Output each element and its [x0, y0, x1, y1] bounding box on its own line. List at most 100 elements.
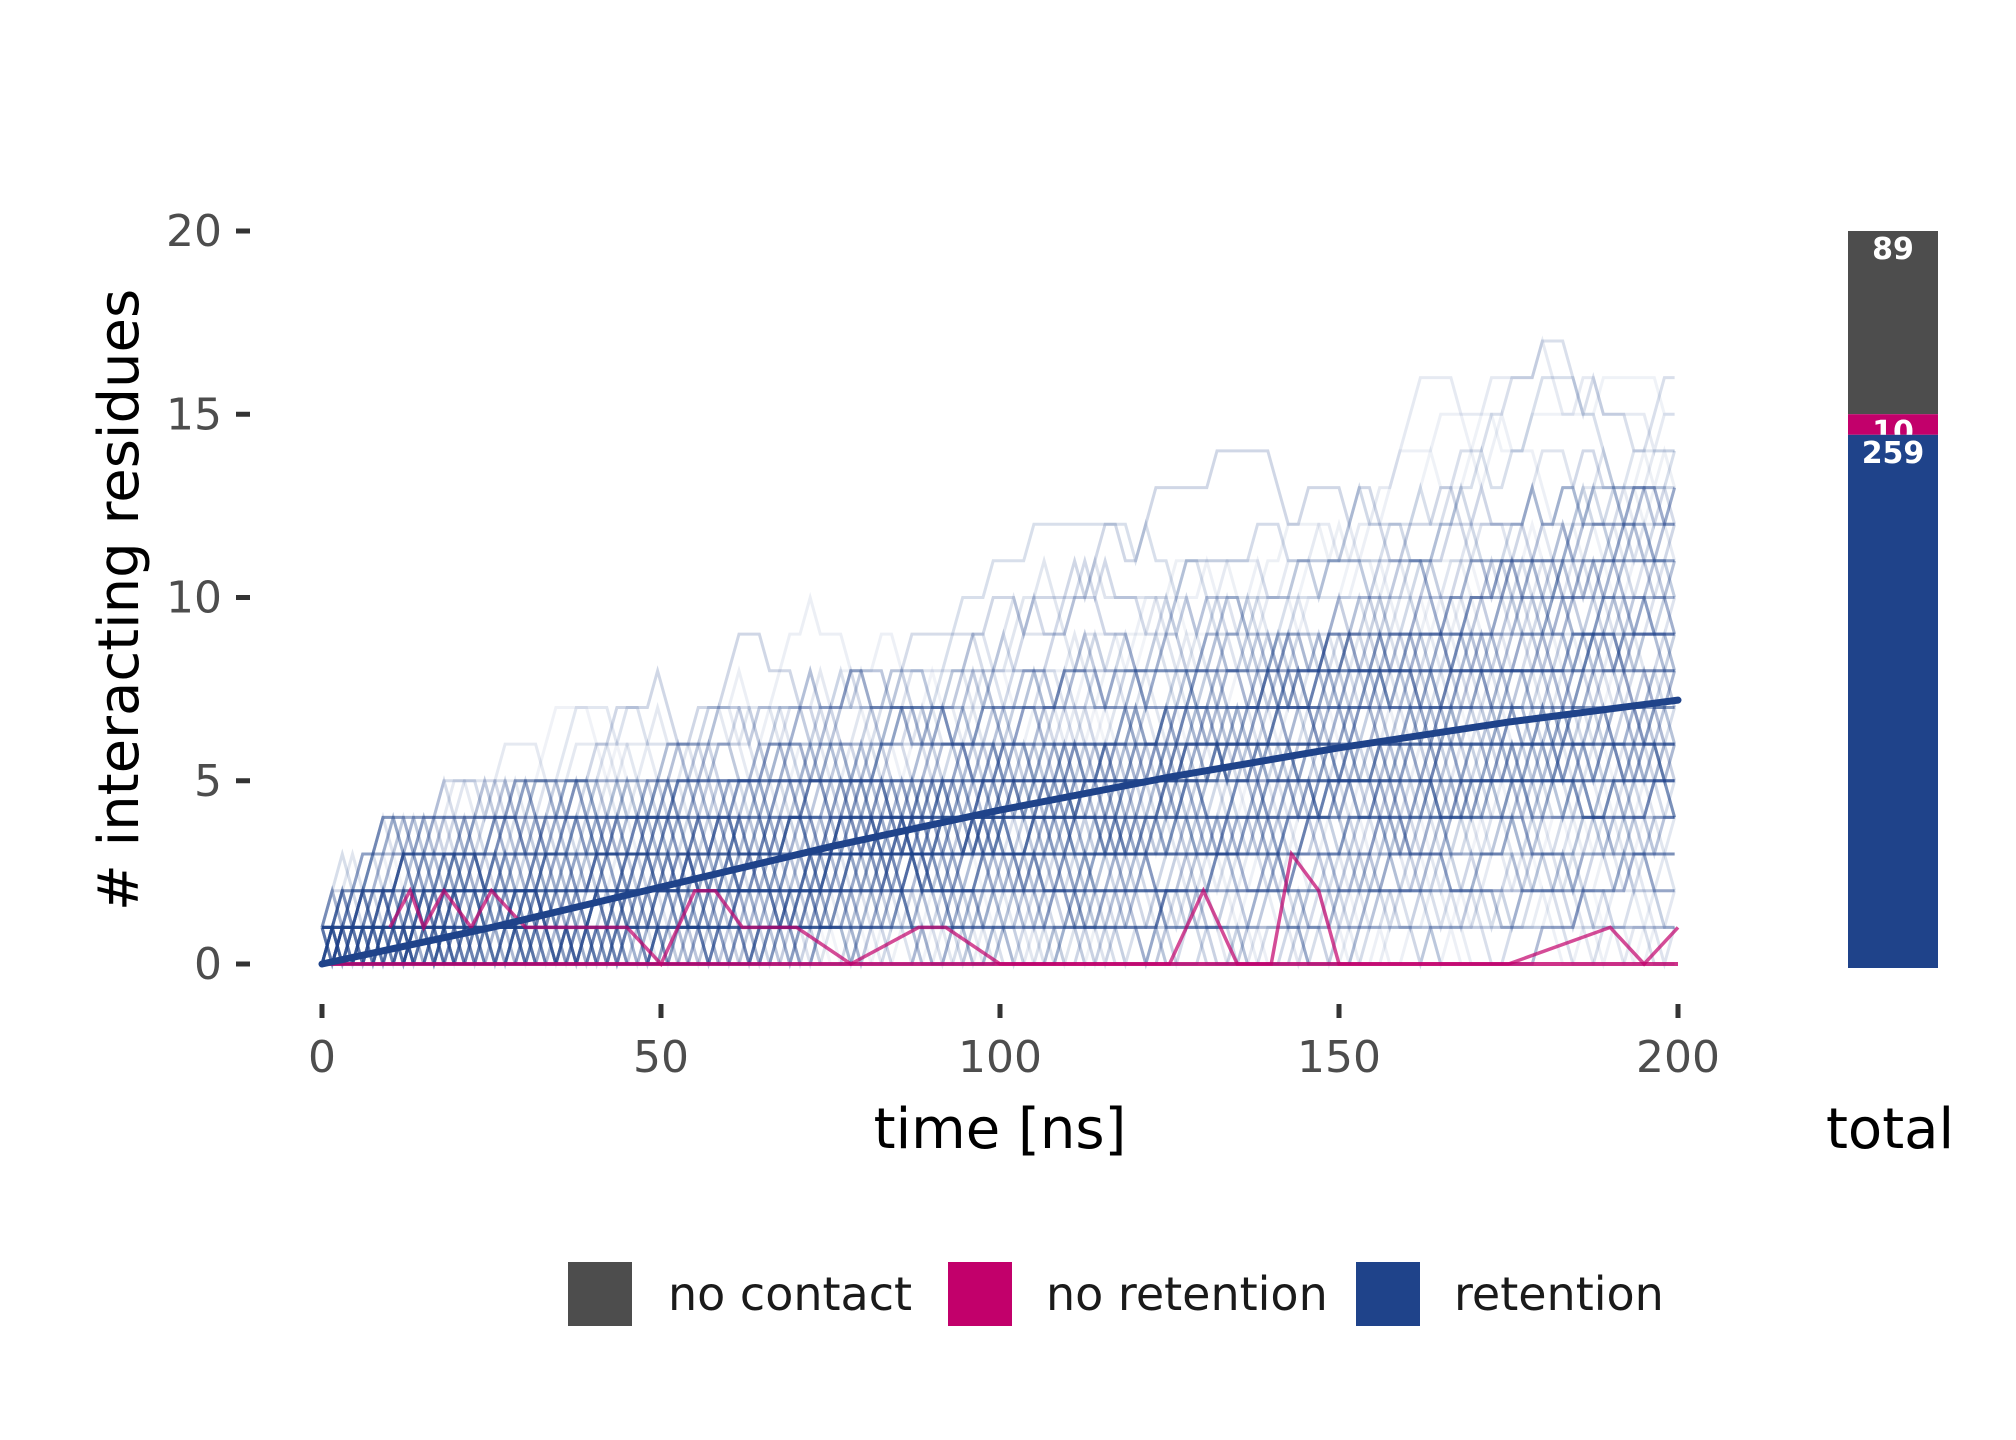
total-bar-segment-retention — [1848, 434, 1938, 968]
total-bar-label: 89 — [1872, 232, 1914, 267]
trajectory-trace — [322, 487, 1677, 970]
trajectory-trace — [322, 632, 1675, 966]
trajectory-trace — [320, 481, 1677, 966]
y-tick-label: 10 — [166, 573, 222, 624]
trajectory-trace — [322, 775, 1675, 966]
trajectory-trace — [322, 632, 1675, 966]
trajectory-trace — [322, 738, 1675, 970]
trajectory-trace — [322, 701, 1675, 970]
x-tick-label: 0 — [308, 1032, 336, 1083]
x-axis-title: time [ns] — [874, 1097, 1127, 1162]
trajectory-trace — [322, 669, 1675, 966]
x-tick-label: 200 — [1636, 1032, 1720, 1083]
trajectory-trace — [322, 811, 1675, 966]
trajectory-trace — [322, 376, 1677, 970]
trajectory-trace — [322, 486, 1675, 966]
trajectory-trace — [320, 665, 1675, 966]
trajectory-trace — [322, 445, 1677, 970]
trajectory-trace — [322, 742, 1675, 966]
legend-label-no-retention: no retention — [1046, 1267, 1328, 1321]
trajectory-trace — [322, 628, 1675, 966]
trajectory-trace — [320, 665, 1675, 966]
trajectory-trace — [322, 408, 1675, 970]
y-axis-title: # interacting residues — [87, 289, 152, 911]
trajectory-trace — [322, 628, 1677, 970]
trajectory-trace — [322, 665, 1675, 970]
series-retention-trend-line — [318, 696, 1682, 968]
trajectory-trace — [320, 742, 1675, 970]
x-tick-label: 150 — [1297, 1032, 1381, 1083]
trajectory-trace — [322, 449, 1675, 966]
y-tick-label: 0 — [194, 939, 222, 990]
trajectory-trace — [322, 706, 1677, 970]
trajectory-trace — [322, 628, 1675, 966]
x-tick-label: 50 — [633, 1032, 689, 1083]
trajectory-trace — [322, 486, 1677, 966]
trajectory-trace — [320, 628, 1675, 966]
total-axis-title: total — [1826, 1097, 1954, 1162]
plot-area — [318, 335, 1682, 970]
trajectory-trace — [322, 522, 1675, 966]
trajectory-trace — [322, 669, 1677, 966]
trajectory-trace — [322, 523, 1677, 966]
trajectory-trace — [322, 628, 1677, 970]
trajectory-trace — [322, 665, 1675, 966]
trajectory-trace — [322, 738, 1675, 966]
trajectory-trace — [320, 559, 1677, 966]
trajectory-trace — [322, 555, 1675, 966]
trajectory-trace — [320, 707, 1677, 966]
trajectory-trace — [320, 669, 1677, 970]
trajectory-trace — [322, 742, 1675, 970]
trajectory-trace — [320, 632, 1675, 966]
trajectory-trace — [322, 742, 1677, 966]
trajectory-trace — [320, 701, 1675, 970]
trajectory-trace — [322, 738, 1675, 970]
trajectory-trace — [320, 701, 1677, 970]
trajectory-trace — [320, 522, 1675, 970]
legend: no contact no retention retention — [568, 1262, 1664, 1326]
trajectory-trace — [320, 701, 1677, 970]
trajectory-trace — [322, 706, 1675, 970]
legend-swatch-no-contact — [568, 1262, 632, 1326]
trajectory-trace — [320, 738, 1677, 966]
trajectory-trace — [322, 738, 1677, 966]
trajectory-trace — [322, 555, 1675, 966]
trajectory-trace — [322, 339, 1675, 966]
background-traces — [320, 335, 1677, 970]
y-tick-label: 15 — [166, 389, 222, 440]
trajectory-trace — [322, 779, 1675, 970]
y-axis: 0 5 10 15 20 — [166, 206, 250, 990]
trajectory-trace — [320, 706, 1675, 970]
trajectory-trace — [322, 522, 1675, 970]
trajectory-trace — [322, 665, 1677, 966]
trajectory-trace — [322, 738, 1675, 970]
trajectory-trace — [320, 522, 1675, 966]
legend-swatch-no-retention — [948, 1262, 1012, 1326]
trajectory-trace — [322, 779, 1677, 970]
trajectory-trace — [322, 522, 1675, 966]
trajectory-trace — [322, 628, 1677, 966]
trajectory-trace — [322, 775, 1675, 970]
trajectory-trace — [322, 669, 1675, 970]
legend-label-no-contact: no contact — [668, 1267, 912, 1321]
trajectory-trace — [320, 701, 1675, 970]
x-tick-label: 100 — [958, 1032, 1042, 1083]
trajectory-trace — [322, 706, 1675, 970]
trajectory-trace — [322, 518, 1677, 966]
trajectory-trace — [322, 522, 1675, 966]
x-axis: 0 50 100 150 200 — [308, 1004, 1720, 1083]
trajectory-trace — [320, 559, 1677, 966]
total-bar-label: 259 — [1862, 436, 1925, 471]
trajectory-trace — [320, 445, 1675, 966]
total-bar-segment-no-retention — [1848, 414, 1938, 435]
total-bar-segment-no-contact — [1848, 231, 1938, 415]
trajectory-trace — [322, 481, 1677, 966]
trajectory-trace — [322, 481, 1675, 970]
trajectory-trace — [322, 559, 1677, 970]
trajectory-trace — [322, 665, 1675, 970]
trajectory-trace — [322, 555, 1675, 966]
trajectory-trace — [322, 665, 1675, 966]
y-tick-label: 5 — [194, 756, 222, 807]
trajectory-trace — [322, 775, 1675, 970]
